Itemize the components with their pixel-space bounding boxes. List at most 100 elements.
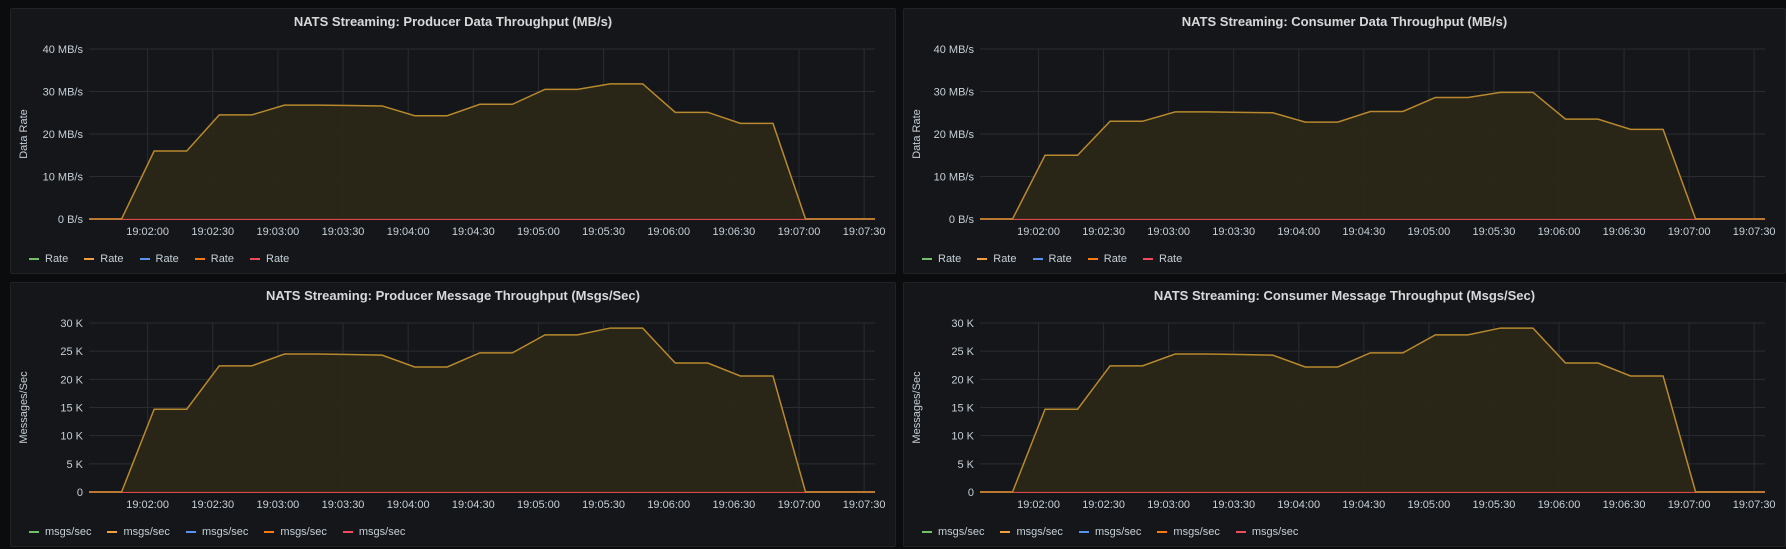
x-tick-label: 19:07:00	[1668, 226, 1711, 238]
y-tick-label: 0	[77, 487, 83, 499]
legend-item[interactable]: Rate	[84, 253, 124, 265]
x-tick-label: 19:07:30	[843, 226, 886, 238]
legend-label: Rate	[993, 253, 1017, 265]
y-axis-label: Messages/Sec	[18, 371, 30, 444]
y-tick-label: 0 B/s	[949, 214, 975, 226]
legend-item[interactable]: msgs/sec	[29, 526, 91, 538]
legend-item[interactable]: Rate	[139, 253, 179, 265]
x-tick-label: 19:04:30	[1342, 499, 1385, 511]
legend: Rate Rate Rate Rate Rate	[922, 253, 1182, 265]
x-tick-label: 19:05:30	[1473, 499, 1516, 511]
series-area	[980, 92, 1765, 219]
legend-label: msgs/sec	[1251, 526, 1299, 538]
legend-item[interactable]: Rate	[1032, 253, 1072, 265]
y-axis-label: Messages/Sec	[911, 371, 923, 444]
legend-swatch	[1087, 258, 1098, 260]
x-tick-label: 19:04:00	[387, 226, 430, 238]
y-tick-label: 10 K	[951, 431, 974, 443]
legend-label: Rate	[155, 253, 179, 265]
x-tick-label: 19:06:30	[712, 499, 755, 511]
producer-data-throughput-panel[interactable]: NATS Streaming: Producer Data Throughput…	[10, 8, 896, 274]
y-tick-label: 5 K	[66, 459, 83, 471]
legend-item[interactable]: Rate	[194, 253, 234, 265]
x-tick-label: 19:05:00	[1407, 226, 1450, 238]
legend-item[interactable]: msgs/sec	[922, 526, 984, 538]
producer-message-throughput-panel[interactable]: NATS Streaming: Producer Message Through…	[10, 282, 896, 547]
legend-item[interactable]: Rate	[977, 253, 1017, 265]
x-tick-label: 19:03:30	[1212, 499, 1255, 511]
chart-svg: 0 B/s 10 MB/s 20 MB/s 30 MB/s 40 MB/s 19:02:0…	[18, 44, 886, 238]
y-tick-label: 10 MB/s	[43, 172, 84, 184]
y-tick-label: 20 MB/s	[43, 129, 84, 141]
x-tick-label: 19:05:00	[1407, 499, 1450, 511]
y-tick-label: 40 MB/s	[43, 44, 84, 56]
legend-swatch	[185, 531, 196, 533]
legend-swatch	[1078, 531, 1089, 533]
legend-swatch	[1000, 531, 1011, 533]
consumer-message-throughput-panel[interactable]: NATS Streaming: Consumer Message Through…	[903, 282, 1786, 547]
legend-label: msgs/sec	[1173, 526, 1220, 538]
legend-item[interactable]: Rate	[1143, 253, 1182, 265]
legend-label: Rate	[100, 253, 124, 265]
x-tick-label: 19:03:00	[1147, 499, 1190, 511]
x-tick-label: 19:07:00	[1668, 499, 1711, 511]
panel-title[interactable]: NATS Streaming: Producer Data Throughput…	[293, 14, 613, 29]
legend-item[interactable]: msgs/sec	[1078, 526, 1141, 538]
legend-item[interactable]: msgs/sec	[1000, 526, 1063, 538]
chart-svg: 0 5 K 10 K 15 K 20 K 25 K 30 K 19:02:00 19:02:30…	[911, 318, 1776, 511]
legend-swatch	[1032, 258, 1043, 260]
panel-title[interactable]: NATS Streaming: Producer Message Through…	[266, 288, 640, 303]
legend-item[interactable]: msgs/sec	[1235, 526, 1299, 538]
x-tick-label: 19:06:00	[647, 226, 690, 238]
legend-label: Rate	[266, 253, 290, 265]
legend-swatch	[977, 258, 988, 260]
x-tick-label: 19:02:00	[1017, 499, 1060, 511]
y-tick-label: 0 B/s	[58, 214, 84, 226]
y-tick-label: 0	[968, 487, 974, 499]
x-tick-label: 19:07:00	[778, 499, 821, 511]
chart-svg: 0 5 K 10 K 15 K 20 K 25 K 30 K 19:02:00 19:02:30…	[18, 318, 886, 511]
legend-swatch	[139, 258, 150, 260]
legend-item[interactable]: msgs/sec	[342, 526, 405, 538]
y-tick-label: 20 K	[951, 374, 974, 386]
consumer-data-throughput-panel[interactable]: NATS Streaming: Consumer Data Throughput…	[903, 8, 1786, 274]
y-tick-label: 30 K	[60, 318, 83, 330]
legend-item[interactable]: msgs/sec	[1157, 526, 1220, 538]
x-tick-label: 19:07:30	[1733, 226, 1776, 238]
x-tick-label: 19:02:30	[191, 226, 234, 238]
x-tick-label: 19:03:30	[322, 499, 365, 511]
y-tick-label: 5 K	[957, 459, 974, 471]
legend-swatch	[922, 531, 932, 533]
x-tick-label: 19:05:30	[1473, 226, 1516, 238]
x-tick-label: 19:02:00	[1017, 226, 1060, 238]
series-area	[980, 328, 1765, 492]
x-tick-label: 19:07:30	[1733, 499, 1776, 511]
legend-swatch	[107, 531, 118, 533]
legend-swatch	[264, 531, 275, 533]
legend-item[interactable]: Rate	[1087, 253, 1127, 265]
panel-title[interactable]: NATS Streaming: Consumer Data Throughput…	[1181, 14, 1508, 29]
legend-item[interactable]: Rate	[250, 253, 289, 265]
x-tick-label: 19:02:00	[126, 226, 169, 238]
x-tick-label: 19:06:00	[1538, 226, 1581, 238]
legend-item[interactable]: Rate	[922, 253, 961, 265]
y-tick-label: 30 K	[951, 318, 974, 330]
x-tick-label: 19:04:00	[1277, 499, 1320, 511]
legend-label: Rate	[1048, 253, 1072, 265]
x-tick-label: 19:02:00	[126, 499, 169, 511]
x-tick-label: 19:07:30	[843, 499, 886, 511]
panel-title[interactable]: NATS Streaming: Consumer Message Through…	[1153, 288, 1536, 303]
legend-swatch	[922, 258, 932, 260]
legend-swatch	[194, 258, 205, 260]
legend-swatch	[29, 258, 39, 260]
y-axis-label: Data Rate	[18, 109, 30, 159]
legend-item[interactable]: msgs/sec	[185, 526, 248, 538]
x-tick-label: 19:02:30	[1082, 226, 1125, 238]
series-area	[89, 328, 875, 492]
x-tick-label: 19:03:00	[256, 226, 299, 238]
legend-item[interactable]: msgs/sec	[264, 526, 327, 538]
legend-item[interactable]: msgs/sec	[107, 526, 170, 538]
legend-item[interactable]: Rate	[29, 253, 68, 265]
legend-label: Rate	[1159, 253, 1183, 265]
